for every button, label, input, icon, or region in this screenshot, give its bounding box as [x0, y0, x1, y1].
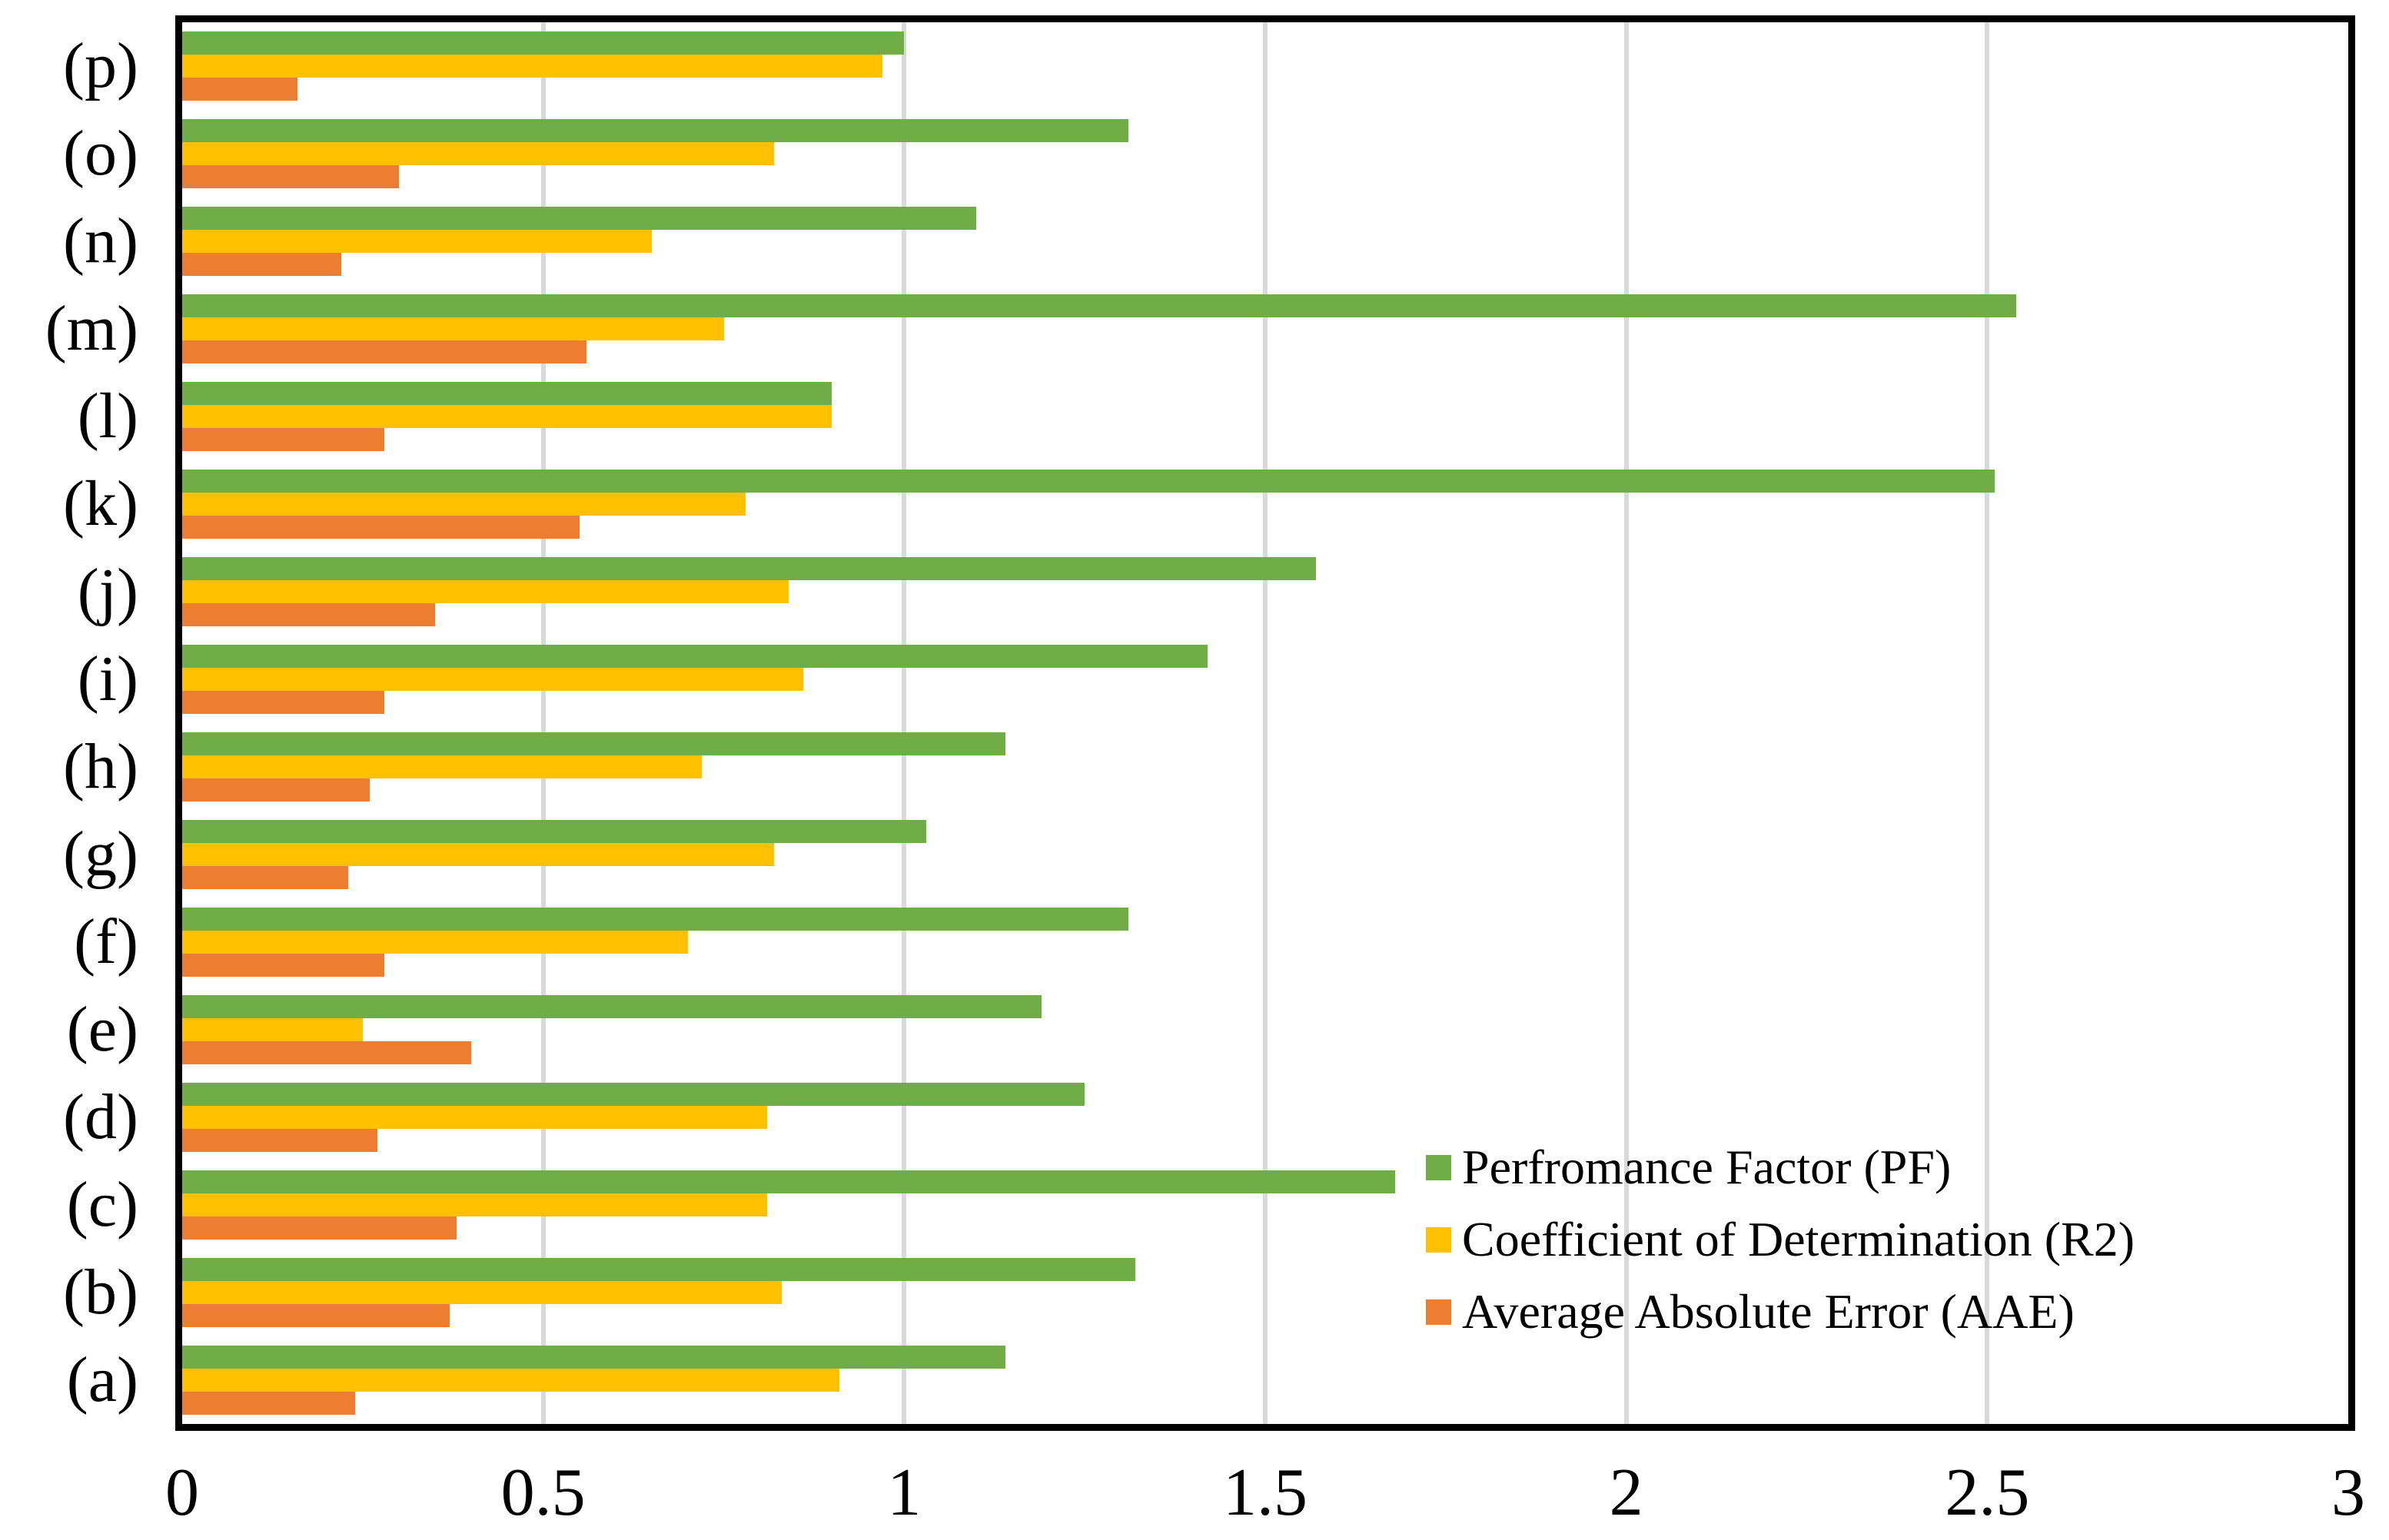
bar-m-aae	[182, 340, 587, 363]
y-tick-label-l: (l)	[77, 380, 138, 452]
x-tick-label-3: 3	[2331, 1455, 2365, 1530]
bar-l-r2	[182, 405, 832, 428]
legend: Perfromance Factor (PF) Coefficient of De…	[1426, 1131, 2135, 1348]
bar-d-r2	[182, 1106, 767, 1129]
bar-o-r2	[182, 142, 775, 165]
bar-a-aae	[182, 1392, 356, 1415]
bar-g-pf	[182, 820, 926, 843]
bar-b-pf	[182, 1258, 1135, 1281]
bar-o-pf	[182, 119, 1128, 142]
x-tick-label-0.5: 0.5	[500, 1455, 586, 1530]
y-tick-label-a: (a)	[66, 1344, 138, 1416]
bar-j-pf	[182, 557, 1316, 580]
legend-item-r2: Coefficient of Determination (R2)	[1426, 1203, 2135, 1276]
gridline-2.5	[1985, 22, 1990, 1424]
bar-k-aae	[182, 516, 580, 539]
bar-n-aae	[182, 253, 341, 276]
bar-g-r2	[182, 843, 775, 866]
legend-item-pf: Perfromance Factor (PF)	[1426, 1131, 2135, 1203]
x-tick-label-2: 2	[1609, 1455, 1643, 1530]
legend-label-pf: Perfromance Factor (PF)	[1462, 1140, 1952, 1194]
bar-b-r2	[182, 1281, 782, 1304]
y-tick-label-c: (c)	[66, 1169, 138, 1240]
bar-p-aae	[182, 78, 298, 101]
bar-c-pf	[182, 1170, 1396, 1193]
y-tick-label-k: (k)	[63, 468, 138, 539]
y-tick-label-m: (m)	[45, 293, 138, 364]
gridline-1.5	[1263, 22, 1268, 1424]
bar-k-pf	[182, 470, 1995, 493]
bar-n-pf	[182, 207, 977, 230]
y-tick-label-i: (i)	[77, 643, 138, 715]
x-tick-label-0: 0	[165, 1455, 199, 1530]
bar-i-aae	[182, 691, 384, 714]
bar-e-r2	[182, 1018, 363, 1041]
bar-m-pf	[182, 294, 2016, 317]
bar-l-aae	[182, 428, 384, 451]
bar-i-r2	[182, 668, 803, 691]
gridline-1	[902, 22, 907, 1424]
bar-k-r2	[182, 493, 746, 516]
y-tick-label-o: (o)	[63, 118, 138, 189]
y-tick-label-p: (p)	[63, 30, 138, 101]
bar-h-pf	[182, 732, 1005, 755]
bar-l-pf	[182, 382, 832, 405]
bar-d-pf	[182, 1083, 1085, 1106]
bar-n-r2	[182, 230, 652, 253]
y-tick-label-f: (f)	[74, 906, 138, 977]
plot-area	[175, 15, 2355, 1431]
legend-swatch-pf	[1426, 1154, 1451, 1180]
x-tick-label-2.5: 2.5	[1945, 1455, 2030, 1530]
bar-c-aae	[182, 1216, 457, 1240]
bar-d-aae	[182, 1129, 377, 1152]
y-tick-label-j: (j)	[77, 556, 138, 627]
bar-h-aae	[182, 778, 370, 802]
y-tick-label-h: (h)	[63, 731, 138, 802]
gridline-2	[1623, 22, 1629, 1424]
bar-a-r2	[182, 1369, 839, 1392]
x-tick-label-1: 1	[887, 1455, 922, 1530]
y-tick-label-d: (d)	[63, 1081, 138, 1153]
bar-f-aae	[182, 954, 384, 977]
bar-c-r2	[182, 1193, 767, 1216]
legend-label-aae: Average Absolute Error (AAE)	[1462, 1284, 2075, 1339]
bar-b-aae	[182, 1304, 450, 1327]
bar-i-pf	[182, 645, 1208, 668]
legend-item-aae: Average Absolute Error (AAE)	[1426, 1276, 2135, 1348]
y-tick-label-g: (g)	[63, 818, 138, 890]
legend-label-r2: Coefficient of Determination (R2)	[1462, 1212, 2135, 1266]
bar-m-r2	[182, 317, 724, 340]
bar-o-aae	[182, 165, 399, 188]
y-tick-label-n: (n)	[63, 205, 138, 277]
bar-e-pf	[182, 995, 1042, 1018]
bar-e-aae	[182, 1041, 471, 1064]
bar-f-r2	[182, 931, 688, 954]
bar-g-aae	[182, 866, 349, 889]
x-tick-label-1.5: 1.5	[1223, 1455, 1307, 1530]
bar-p-pf	[182, 32, 905, 55]
bar-a-pf	[182, 1346, 1005, 1369]
bar-h-r2	[182, 755, 703, 778]
legend-swatch-aae	[1426, 1299, 1451, 1325]
legend-swatch-r2	[1426, 1226, 1451, 1253]
bar-p-r2	[182, 55, 883, 78]
gridline-0.5	[540, 22, 546, 1424]
y-tick-label-e: (e)	[66, 994, 138, 1065]
y-tick-label-b: (b)	[63, 1256, 138, 1328]
bar-j-r2	[182, 580, 789, 603]
bar-f-pf	[182, 908, 1128, 931]
bar-j-aae	[182, 603, 435, 626]
